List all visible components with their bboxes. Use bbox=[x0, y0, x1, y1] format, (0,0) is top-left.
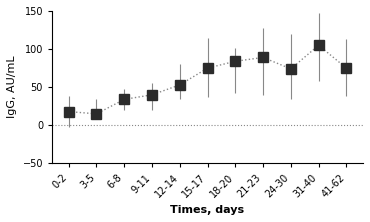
X-axis label: Times, days: Times, days bbox=[171, 205, 245, 215]
Y-axis label: IgG, AU/mL: IgG, AU/mL bbox=[7, 56, 17, 119]
